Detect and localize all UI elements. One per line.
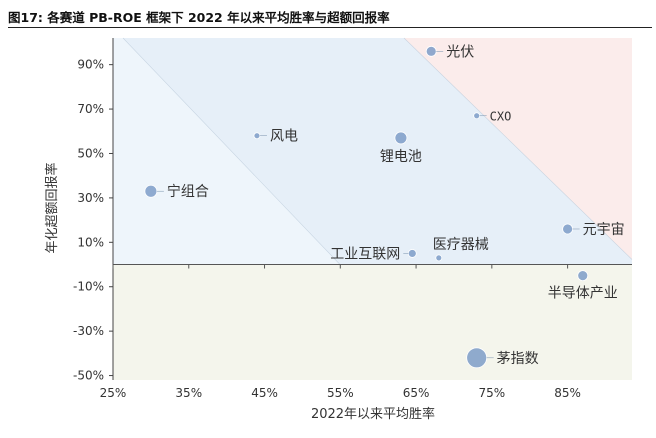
x-axis-title: 2022年以来平均胜率 — [311, 406, 435, 422]
point-label: 工业互联网 — [330, 246, 400, 262]
data-point — [562, 223, 573, 235]
point-label: CXO — [490, 110, 512, 124]
y-tick-label: 50% — [77, 146, 104, 160]
separator-right — [403, 37, 633, 260]
y-tick-labels: 90% 70% 50% 30% 10% -10% -30% -50% — [73, 58, 104, 383]
y-tick-label: 10% — [77, 235, 104, 249]
x-tick-label: 35% — [175, 386, 202, 400]
data-points — [144, 45, 589, 369]
data-point — [473, 112, 481, 120]
separator-left — [122, 37, 341, 265]
title-rule — [8, 27, 652, 28]
zone-below-zero — [113, 264, 632, 380]
data-point — [253, 132, 261, 140]
x-tick-label: 55% — [327, 386, 354, 400]
y-tick-label: 90% — [77, 58, 104, 72]
point-label: 光伏 — [446, 44, 474, 60]
y-tick-label: 30% — [77, 191, 104, 205]
y-tick-label: -10% — [73, 280, 104, 294]
point-label: 锂电池 — [380, 149, 422, 165]
zone-middle-band — [123, 38, 632, 265]
point-label: 半导体产业 — [548, 286, 618, 302]
background-zones — [113, 37, 633, 380]
point-label: 元宇宙 — [583, 222, 625, 238]
x-tick-label: 75% — [478, 386, 505, 400]
data-point — [144, 184, 158, 198]
data-point — [577, 270, 589, 282]
y-tick-label: 70% — [77, 102, 104, 116]
x-tick-label: 85% — [554, 386, 581, 400]
y-tick-label: -30% — [73, 324, 104, 338]
point-label: 医疗器械 — [433, 237, 489, 253]
x-tick-label: 25% — [100, 386, 127, 400]
data-point — [466, 347, 488, 369]
y-tick-label: -50% — [73, 369, 104, 383]
y-axis-title: 年化超额回报率 — [44, 162, 60, 253]
figure-title: 图17: 各赛道 PB-ROE 框架下 2022 年以来平均胜率与超额回报率 — [8, 10, 390, 25]
data-point — [435, 254, 443, 262]
point-label: 茅指数 — [497, 351, 539, 367]
data-point — [407, 249, 417, 258]
data-point — [425, 45, 437, 57]
x-tick-labels: 25% 35% 45% 55% 65% 75% 85% — [100, 386, 581, 400]
data-point — [394, 131, 408, 145]
point-label: 风电 — [270, 129, 298, 145]
axes — [109, 38, 632, 380]
x-tick-label: 65% — [403, 386, 430, 400]
x-tick-label: 45% — [251, 386, 278, 400]
point-label: 宁组合 — [167, 183, 209, 200]
